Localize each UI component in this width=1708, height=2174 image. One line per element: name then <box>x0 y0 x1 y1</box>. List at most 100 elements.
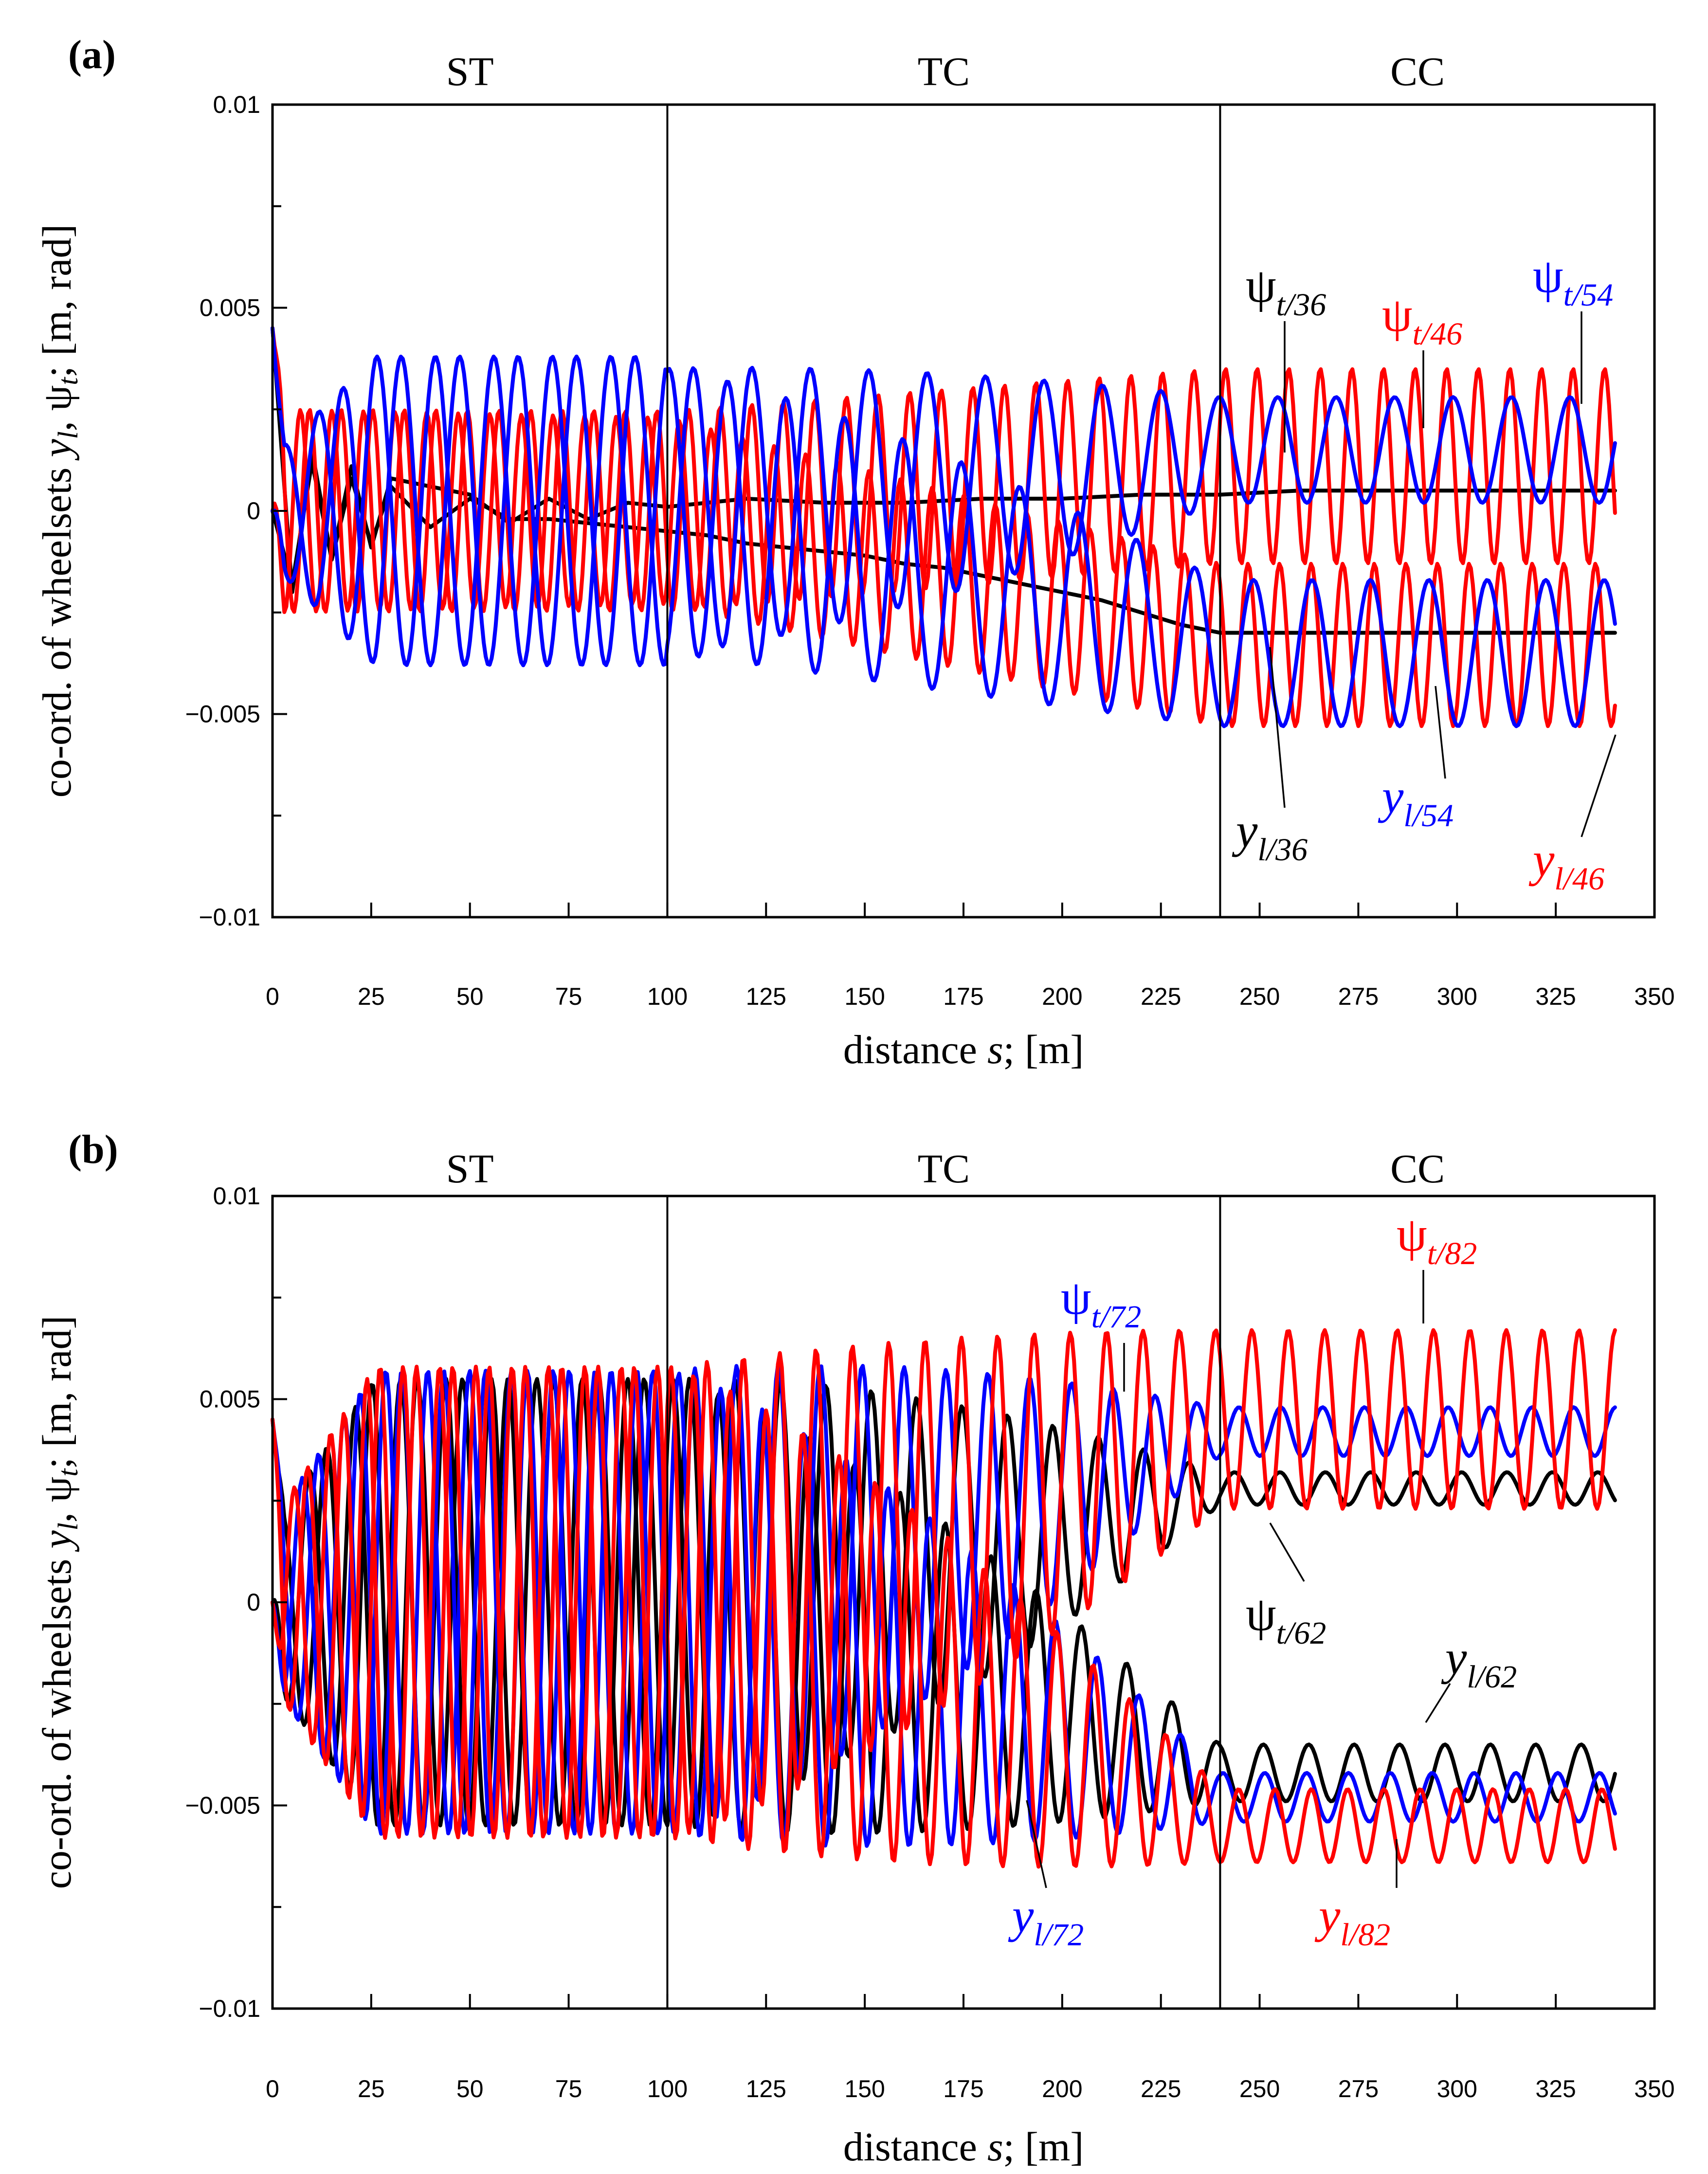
x-tick-label: 150 <box>844 983 885 1010</box>
x-tick-label: 75 <box>555 2075 582 2102</box>
annotation-subscript: t/46 <box>1413 316 1463 352</box>
y-tick-label: 0.005 <box>200 1386 260 1413</box>
annotation-label: ψt/82 <box>1397 1207 1477 1271</box>
section-label-st: ST <box>446 49 494 94</box>
x-tick-label: 150 <box>844 2075 885 2102</box>
x-tick-label: 125 <box>746 983 786 1010</box>
y-axis-title-text: , ψ <box>35 1477 80 1523</box>
y-tick-label: −0.005 <box>185 701 260 728</box>
y-axis-title-text: co-ord. of wheelsets <box>35 1549 80 1889</box>
x-tick-label: 175 <box>943 983 983 1010</box>
annotation-symbol: y <box>1232 803 1258 857</box>
annotation-subscript: l/72 <box>1034 1917 1084 1953</box>
x-tick-label: 325 <box>1535 2075 1576 2102</box>
annotation-symbol: ψ <box>1246 258 1276 312</box>
section-label-cc: CC <box>1390 49 1445 94</box>
x-tick-label: 0 <box>266 2075 279 2102</box>
annotation-label: ψt/46 <box>1382 288 1462 352</box>
x-tick-label: 225 <box>1141 983 1181 1010</box>
x-axis-title-var: s <box>987 2124 1003 2170</box>
annotation-subscript: l/82 <box>1340 1917 1390 1953</box>
annotation-symbol: ψ <box>1397 1207 1427 1261</box>
x-tick-label: 50 <box>456 2075 484 2102</box>
y-axis-title-text: co-ord. of wheelsets <box>35 457 80 798</box>
y-tick-label: 0.005 <box>200 294 260 322</box>
x-tick-label: 275 <box>1338 983 1379 1010</box>
y-tick-label: −0.01 <box>199 1995 260 2022</box>
annotation-label: yl/36 <box>1232 803 1308 868</box>
y-axis-title-sub: l <box>52 1522 84 1530</box>
y-axis-title-text: , ψ <box>35 385 80 432</box>
series-line-y-l-62 <box>271 1377 1617 1835</box>
annotation-leader <box>1435 686 1446 779</box>
section-label-tc: TC <box>918 49 970 94</box>
x-axis-title-prefix: distance <box>843 1027 987 1072</box>
series-line---t-72 <box>271 1363 1617 1836</box>
x-tick-label: 275 <box>1338 2075 1379 2102</box>
annotation-subscript: l/54 <box>1403 798 1454 833</box>
series-line---t-46 <box>271 326 1617 614</box>
y-tick-label: 0.01 <box>213 1182 260 1210</box>
annotation-subscript: t/54 <box>1563 277 1614 313</box>
annotation-symbol: y <box>1441 1630 1467 1685</box>
annotation-symbol: y <box>1314 1888 1341 1942</box>
section-label-st: ST <box>446 1146 494 1192</box>
x-tick-label: 350 <box>1634 983 1674 1010</box>
annotation-label: yl/82 <box>1314 1888 1390 1953</box>
annotation-leader <box>1425 1683 1451 1723</box>
annotation-label: yl/46 <box>1528 833 1604 897</box>
annotation-label: yl/62 <box>1441 1630 1517 1695</box>
x-tick-label: 250 <box>1239 983 1280 1010</box>
x-axis-title: distance s; [m] <box>843 2124 1084 2170</box>
y-axis-title-text: ; [m, rad] <box>35 224 80 378</box>
y-tick-label: 0 <box>247 497 260 525</box>
series-line---t-54 <box>271 326 1617 668</box>
x-tick-label: 350 <box>1634 2075 1674 2102</box>
annotation-symbol: y <box>1008 1888 1034 1942</box>
annotation-label: ψt/36 <box>1246 258 1326 323</box>
annotation-subscript: l/36 <box>1257 832 1308 868</box>
x-axis-title: distance s; [m] <box>843 1027 1084 1072</box>
annotation-symbol: y <box>1378 769 1404 823</box>
x-tick-label: 125 <box>746 2075 786 2102</box>
series-line---t-82 <box>271 1328 1617 1840</box>
y-tick-label: 0.01 <box>213 91 260 118</box>
x-tick-label: 225 <box>1141 2075 1181 2102</box>
y-axis-title-sub: l <box>52 431 84 439</box>
annotation-leader <box>1269 1522 1305 1582</box>
annotation-symbol: ψ <box>1246 1587 1276 1641</box>
y-axis-title: co-ord. of wheelsets yl, ψt; [m, rad] <box>35 1316 84 1889</box>
section-label-tc: TC <box>918 1146 970 1192</box>
panel-label: (b) <box>68 1127 118 1172</box>
annotation-subscript: t/36 <box>1276 287 1326 323</box>
y-axis-title: co-ord. of wheelsets yl, ψt; [m, rad] <box>35 224 84 798</box>
x-tick-label: 300 <box>1437 983 1477 1010</box>
y-tick-label: −0.01 <box>199 904 260 931</box>
series-line-y-l-72 <box>271 1369 1617 1848</box>
x-tick-label: 300 <box>1437 2075 1477 2102</box>
series-line-y-l-46 <box>271 408 1617 728</box>
x-tick-label: 50 <box>456 983 484 1010</box>
x-tick-label: 200 <box>1042 2075 1082 2102</box>
section-label-cc: CC <box>1390 1146 1445 1192</box>
x-tick-label: 250 <box>1239 2075 1280 2102</box>
annotation-leader <box>1269 647 1286 808</box>
annotation-label: yl/54 <box>1378 769 1454 833</box>
annotation-label: ψt/62 <box>1246 1587 1326 1651</box>
y-axis-title-sub: t <box>52 377 84 385</box>
annotation-leader <box>1026 1800 1047 1888</box>
x-axis-title-suffix: ; [m] <box>1003 2124 1084 2170</box>
y-axis-title-var: y <box>35 439 80 461</box>
chart-panel-a: 0 25 50 75 100 125 150 175 200 225 250 275 300 325 350… <box>35 32 1675 1072</box>
x-tick-label: 25 <box>358 2075 385 2102</box>
y-axis-title-text: ; [m, rad] <box>35 1316 80 1469</box>
annotation-subscript: l/62 <box>1467 1659 1517 1695</box>
x-tick-label: 100 <box>647 2075 688 2102</box>
x-tick-label: 200 <box>1042 983 1082 1010</box>
annotation-subscript: t/82 <box>1427 1236 1477 1271</box>
annotation-subscript: t/62 <box>1276 1615 1326 1651</box>
panel-label: (a) <box>68 32 116 77</box>
x-tick-label: 100 <box>647 983 688 1010</box>
x-axis-title-var: s <box>987 1027 1003 1072</box>
